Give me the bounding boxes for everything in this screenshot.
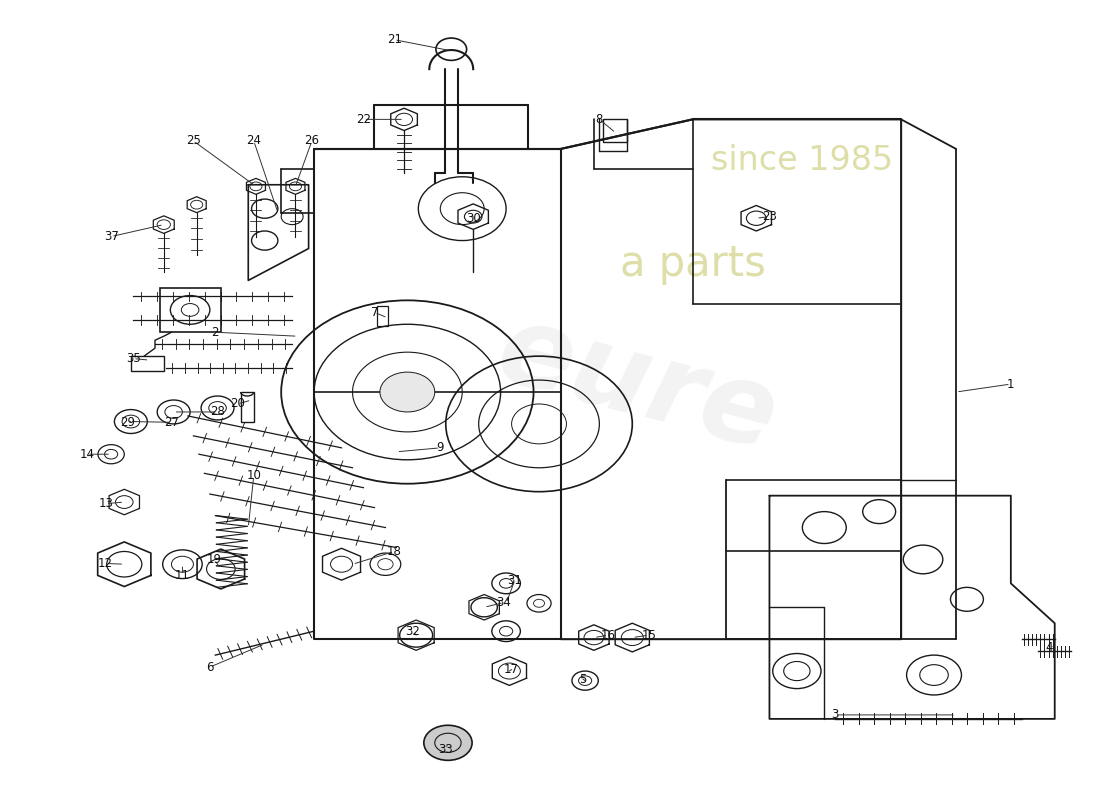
Text: 9: 9 xyxy=(437,442,444,454)
Text: 3: 3 xyxy=(832,709,839,722)
Text: eure: eure xyxy=(486,295,789,473)
Text: 19: 19 xyxy=(207,553,222,566)
Text: 30: 30 xyxy=(465,212,481,225)
Text: 15: 15 xyxy=(641,629,657,642)
Text: 27: 27 xyxy=(164,416,179,429)
Text: 14: 14 xyxy=(79,448,95,461)
Text: 13: 13 xyxy=(98,497,113,510)
Text: 1: 1 xyxy=(1008,378,1014,390)
Bar xyxy=(131,356,164,370)
Text: 33: 33 xyxy=(439,742,453,756)
Text: 23: 23 xyxy=(762,210,777,223)
Bar xyxy=(376,306,387,326)
Text: 32: 32 xyxy=(406,625,420,638)
Text: 31: 31 xyxy=(507,574,522,586)
Text: 16: 16 xyxy=(601,629,616,642)
Text: 12: 12 xyxy=(98,557,113,570)
Text: 2: 2 xyxy=(211,326,219,338)
Text: a parts: a parts xyxy=(619,243,766,286)
Text: 6: 6 xyxy=(206,661,213,674)
Text: 22: 22 xyxy=(356,113,371,126)
Text: 21: 21 xyxy=(387,33,402,46)
Bar xyxy=(161,288,221,332)
Text: 8: 8 xyxy=(596,113,603,126)
Text: 35: 35 xyxy=(125,352,141,365)
Text: 25: 25 xyxy=(186,134,201,147)
Text: 20: 20 xyxy=(230,398,244,410)
Text: 37: 37 xyxy=(103,230,119,243)
Text: 17: 17 xyxy=(504,663,519,676)
Text: 29: 29 xyxy=(120,416,135,429)
Circle shape xyxy=(379,372,434,412)
Text: 34: 34 xyxy=(496,596,512,609)
Text: since 1985: since 1985 xyxy=(712,144,893,178)
Text: 11: 11 xyxy=(175,569,190,582)
Text: 4: 4 xyxy=(1045,641,1053,654)
Bar xyxy=(603,119,627,142)
Text: 5: 5 xyxy=(580,673,586,686)
Text: 24: 24 xyxy=(246,134,262,147)
Text: 10: 10 xyxy=(246,470,261,482)
Text: 26: 26 xyxy=(305,134,319,147)
Text: 28: 28 xyxy=(210,406,225,418)
Text: 7: 7 xyxy=(371,306,378,319)
Circle shape xyxy=(424,726,472,760)
Bar xyxy=(241,392,254,422)
Text: 18: 18 xyxy=(387,545,402,558)
